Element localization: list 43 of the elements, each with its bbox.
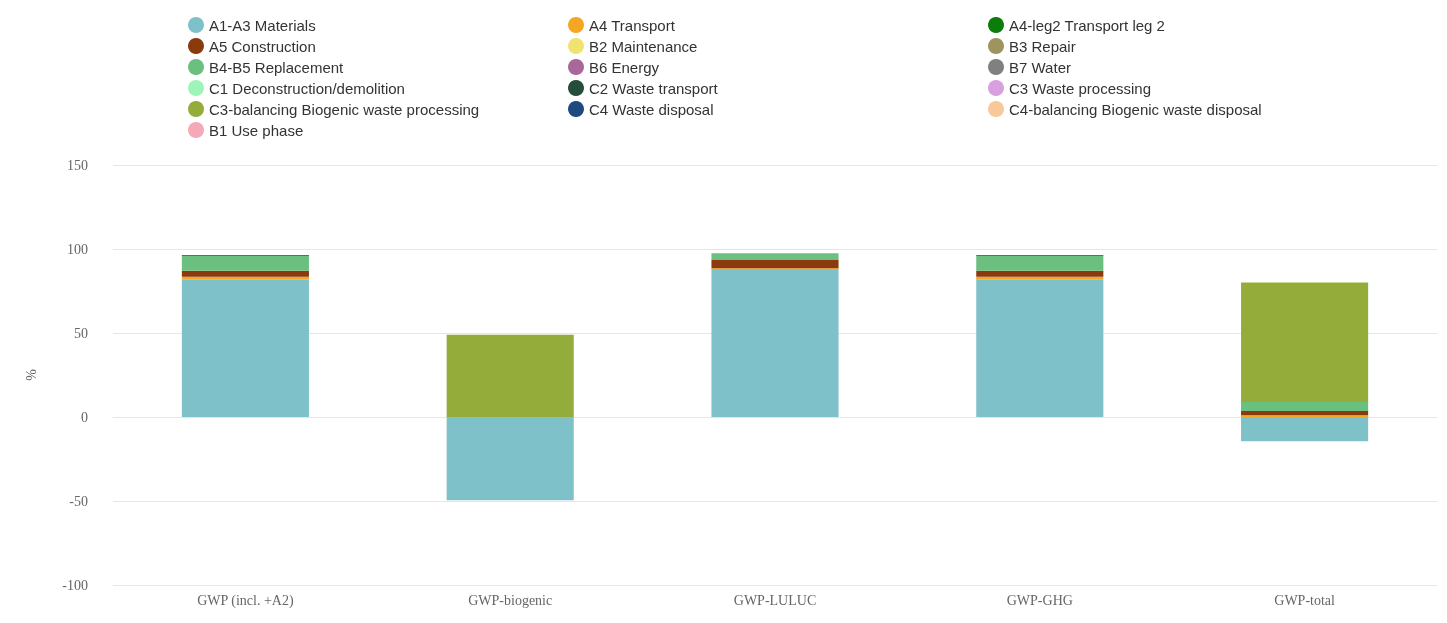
legend-label: C1 Deconstruction/demolition [209,79,405,97]
y-tick-label: 150 [67,157,88,173]
y-axis-title: % [23,368,39,381]
y-tick-label: 100 [67,241,88,257]
bar [446,334,574,417]
bar [976,279,1104,417]
x-tick-label: GWP-biogenic [468,592,553,608]
legend-label: C4 Waste disposal [589,100,714,118]
bar [181,270,309,277]
legend-label: B7 Water [1009,58,1071,76]
legend-label: C4-balancing Biogenic waste disposal [1009,100,1262,118]
legend-label: B4-B5 Replacement [209,58,345,76]
legend-label: B2 Maintenance [589,37,698,55]
bar [1241,411,1369,416]
legend-label: C3-balancing Biogenic waste processing [209,100,480,118]
legend-label: A4-leg2 Transport leg 2 [1009,16,1165,34]
bar [711,253,839,260]
y-tick-label: 0 [81,409,88,425]
bar [711,270,839,417]
bar [446,417,574,501]
legend-label: B6 Energy [589,58,660,76]
legend-label: C2 Waste transport [589,79,719,97]
bar [1241,282,1369,402]
bar [711,259,839,269]
y-tick-label: -50 [69,493,88,509]
x-tick-label: GWP-LULUC [733,592,817,608]
bar [1241,417,1369,442]
x-tick-label: GWP-total [1274,592,1336,608]
bar [181,279,309,417]
legend-label: B3 Repair [1009,37,1076,55]
legend-label: C3 Waste processing [1009,79,1152,97]
y-tick-label: 50 [74,325,88,341]
x-tick-label: GWP-GHG [1006,592,1073,608]
legend-label: B1 Use phase [209,121,304,139]
bar [181,255,309,271]
bar [976,270,1104,277]
legend-label: A1-A3 Materials [209,16,316,34]
legend-label: A4 Transport [589,16,676,34]
y-tick-label: -100 [62,577,88,593]
bar [1241,401,1369,412]
legend-label: A5 Construction [209,37,316,55]
bar [976,255,1104,271]
x-tick-label: GWP (incl. +A2) [197,592,294,609]
